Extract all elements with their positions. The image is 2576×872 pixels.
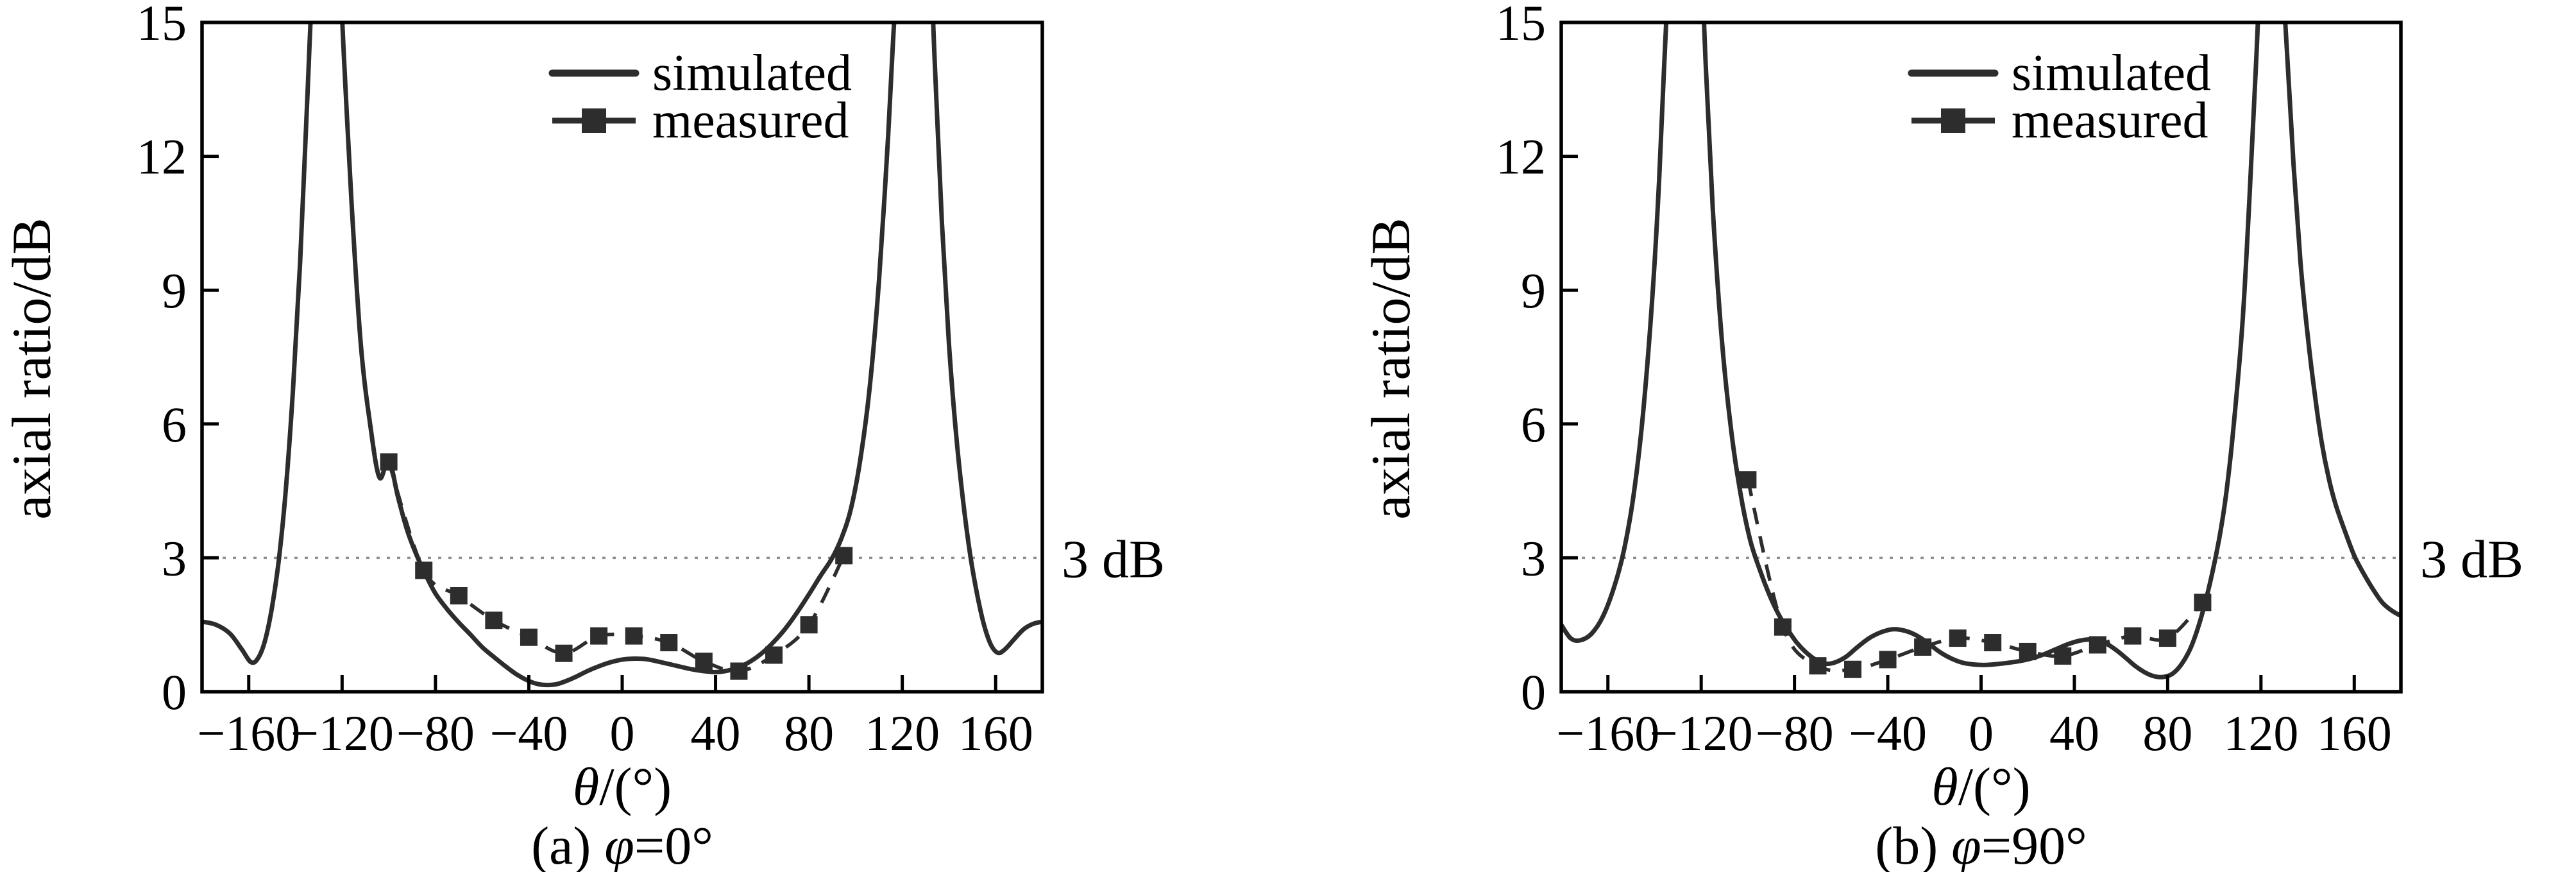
panel-b-y-tick-label: 3 (1521, 530, 1546, 586)
panel-b: −160−120 −80 −40 0 40 80 120 160 0 3 6 9 12 15 axial r… (1360, 0, 2523, 872)
panel-a-measured-marker (660, 634, 678, 652)
panel-a-legend-measured-label: measured (652, 92, 849, 149)
panel-a-x-tick-label: −120 (291, 705, 394, 761)
panel-a-legend-measured-square-marker (582, 108, 606, 133)
panel-a-measured-marker (380, 453, 398, 471)
panel-b-measured-marker (2019, 642, 2037, 660)
panel-b-y-tick-label: 6 (1521, 396, 1546, 452)
panel-b-measured-marker (1879, 651, 1897, 669)
panel-a-y-tick-label: 3 (162, 530, 187, 586)
panel-a-x-tick-label: 40 (691, 705, 741, 761)
panel-a-measured-marker (520, 628, 538, 646)
panel-b-x-axis-label: θ/(°) (1931, 757, 2030, 817)
panel-a-x-tick-label: 120 (865, 705, 940, 761)
panel-a-measured-marker (730, 662, 748, 680)
panel-b-legend-measured-square-marker (1941, 108, 1965, 133)
panel-b-measured-marker (2194, 594, 2212, 611)
panel-b-simulated-curve (1561, 22, 2401, 680)
panel-a-measured-marker (800, 616, 818, 634)
panel-b-y-tick-label: 12 (1496, 128, 1546, 184)
panel-a-measured-marker (485, 611, 503, 629)
panel-b-measured-marker (1914, 638, 1932, 656)
panel-b-measured-marker (2054, 647, 2072, 665)
panel-a: −160−120 −80 −40 0 40 80 120 160 0 3 6 9 12 15 axial r… (1, 0, 1165, 872)
panel-b-legend-measured-label: measured (2012, 92, 2208, 149)
panel-a-y-tick-label: 15 (137, 0, 187, 51)
panel-b-measured-marker (1984, 634, 2002, 652)
panel-a-measured-marker (835, 547, 853, 565)
panel-a-measured-marker (415, 561, 433, 579)
panel-a-x-axis-label: θ/(°) (573, 757, 672, 817)
panel-b-x-tick-label: 160 (2317, 705, 2392, 761)
panel-b-measured-marker (1739, 471, 1757, 489)
panel-a-measured-marker (695, 653, 713, 671)
panel-a-y-tick-label: 12 (137, 128, 187, 184)
panel-a-caption: (a) φ=0° (531, 816, 713, 872)
panel-b-measured-marker (1949, 629, 1967, 647)
panel-b-measured-marker (1809, 657, 1827, 675)
panel-a-x-tick-label: 80 (784, 705, 834, 761)
panel-b-measured-marker (2089, 636, 2106, 654)
panel-a-simulated-curve (202, 22, 1042, 688)
panel-a-y-tick-label: 6 (162, 396, 187, 452)
panel-a-legend-simulated-label: simulated (652, 45, 852, 101)
panel-b-x-tick-label: −160 (1556, 705, 1659, 761)
panel-a-measured-marker (765, 646, 783, 664)
panel-a-measured-marker (450, 587, 468, 605)
panel-a-measured-marker (555, 644, 573, 662)
panel-b-y-tick-label: 15 (1496, 0, 1546, 51)
panel-b-y-tick-label: 0 (1521, 664, 1546, 720)
panel-a-measured-marker (590, 627, 608, 645)
panel-b-threshold-label: 3 dB (2420, 529, 2523, 589)
panel-b-measured-marker (2124, 627, 2142, 645)
panel-a-y-axis-label: axial ratio/dB (1, 218, 62, 519)
panel-a-x-tick-label: −80 (396, 705, 475, 761)
panel-a-y-tick-label: 0 (162, 664, 187, 720)
panel-b-x-tick-label: 80 (2142, 705, 2192, 761)
panel-b-legend-simulated-label: simulated (2012, 45, 2211, 101)
panel-b-x-tick-label: −120 (1650, 705, 1753, 761)
panel-a-threshold-label: 3 dB (1062, 529, 1165, 589)
panel-b-measured-marker (2158, 629, 2176, 647)
panel-a-x-tick-label: −40 (489, 705, 568, 761)
panel-b-measured-marker (1844, 660, 1862, 678)
panel-b-x-tick-label: −80 (1756, 705, 1834, 761)
panel-b-measured-marker (1774, 618, 1792, 636)
panel-a-y-tick-label: 9 (162, 262, 187, 318)
panel-b-x-tick-label: 120 (2223, 705, 2298, 761)
panel-b-x-tick-label: −40 (1849, 705, 1927, 761)
panel-b-x-tick-label: 40 (2049, 705, 2099, 761)
panel-a-measured-marker (625, 627, 643, 645)
panel-b-caption: (b) φ=90° (1875, 816, 2087, 872)
panel-b-x-tick-label: 0 (1969, 705, 1994, 761)
panel-a-x-tick-label: −160 (197, 705, 300, 761)
panel-a-x-tick-label: 0 (610, 705, 635, 761)
panel-b-y-tick-label: 9 (1521, 262, 1546, 318)
panel-a-x-tick-label: 160 (958, 705, 1033, 761)
panel-b-y-axis-label: axial ratio/dB (1360, 218, 1421, 519)
